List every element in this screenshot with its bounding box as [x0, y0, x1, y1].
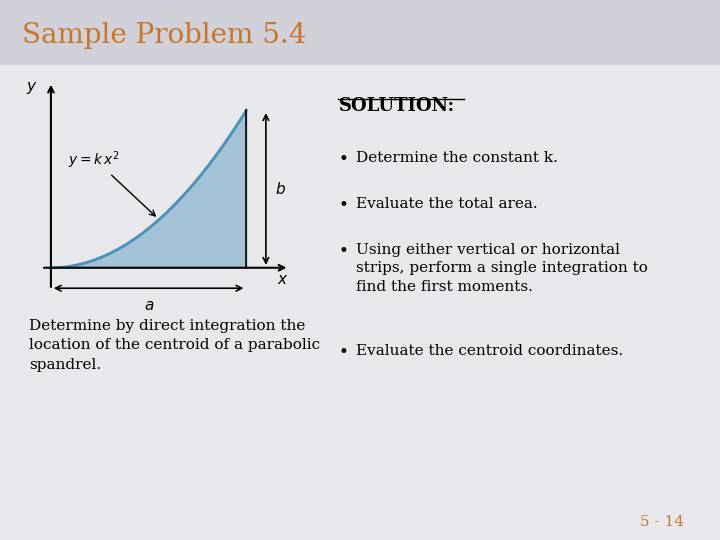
Text: Determine by direct integration the
location of the centroid of a parabolic
span: Determine by direct integration the loca… [29, 319, 320, 372]
Text: Sample Problem 5.4: Sample Problem 5.4 [22, 22, 306, 49]
Text: $y = k\,x^2$: $y = k\,x^2$ [68, 150, 120, 171]
Text: •: • [338, 197, 348, 214]
Text: Using either vertical or horizontal
strips, perform a single integration to
find: Using either vertical or horizontal stri… [356, 243, 648, 294]
Text: a: a [144, 298, 153, 313]
Text: •: • [338, 243, 348, 260]
Text: SOLUTION:: SOLUTION: [338, 97, 454, 115]
Text: Determine the constant k.: Determine the constant k. [356, 151, 558, 165]
Text: 5 - 14: 5 - 14 [640, 515, 684, 529]
Text: y: y [27, 79, 36, 94]
Text: •: • [338, 151, 348, 168]
Text: x: x [277, 272, 286, 287]
Text: Evaluate the total area.: Evaluate the total area. [356, 197, 538, 211]
Text: Evaluate the centroid coordinates.: Evaluate the centroid coordinates. [356, 344, 624, 358]
Text: •: • [338, 344, 348, 361]
Text: b: b [276, 181, 285, 197]
